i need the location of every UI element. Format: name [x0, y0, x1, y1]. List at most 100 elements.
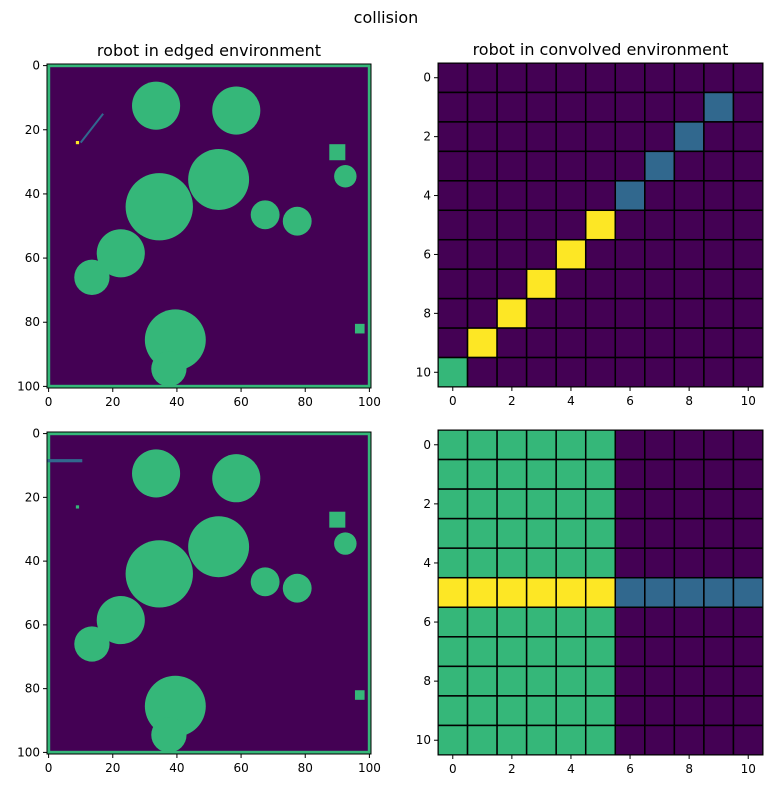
heatmap-cell-r10-c6 — [614, 724, 646, 755]
heatmap-cell-r6-c5 — [584, 606, 617, 638]
heatmap-cell-r0-c8 — [673, 63, 705, 94]
heatmap-cell-r7-c5 — [584, 636, 617, 668]
heatmap-cell-r3-c2 — [496, 150, 528, 182]
heatmap-cell-r2-c1 — [466, 488, 498, 520]
heatmap-cell-r3-c0 — [438, 150, 469, 182]
heatmap-cell-r9-c8 — [673, 327, 705, 359]
heatmap-cell-r5-c8 — [673, 576, 705, 609]
heatmap-cell-r7-c7 — [644, 268, 676, 300]
border-bottom — [47, 384, 371, 388]
heatmap-cell-r2-c5 — [584, 121, 617, 153]
heatmap-cell-r3-c5 — [584, 517, 617, 549]
heatmap-cell-r0-c10 — [732, 63, 763, 94]
heatmap-cell-r9-c0 — [438, 327, 469, 359]
y-tick-label-4: 6 — [423, 615, 431, 629]
heatmap-cell-r7-c2 — [496, 268, 528, 300]
heatmap-cell-r1-c7 — [644, 91, 676, 123]
heatmap-cell-r3-c0 — [438, 517, 469, 549]
heatmap-cell-r1-c10 — [732, 91, 763, 123]
heatmap-cell-r8-c9 — [703, 665, 735, 697]
heatmap-cell-r4-c3 — [525, 547, 557, 579]
heatmap-cell-r2-c6 — [614, 488, 646, 520]
heatmap-cell-r3-c7 — [644, 150, 676, 182]
heatmap-cell-r5-c7 — [644, 209, 676, 241]
x-tick-label-4: 6 — [626, 394, 634, 408]
heatmap-cell-r9-c10 — [732, 695, 763, 727]
heatmap-cell-r0-c5 — [584, 430, 617, 461]
border-right — [367, 64, 371, 388]
heatmap-cell-r9-c3 — [525, 327, 557, 359]
heatmap-cell-r8-c7 — [644, 665, 676, 697]
heatmap-cell-r5-c4 — [555, 576, 587, 609]
subplot-2: 0 2 4 6 8 10 0 2 4 6 8 10 robot in convolved environ… — [416, 40, 764, 408]
x-tick-label-4: 60 — [233, 761, 248, 775]
heatmap-cell-r1-c5 — [584, 458, 617, 490]
heatmap-cell-r4-c1 — [466, 547, 498, 579]
heatmap-cell-r3-c6 — [614, 517, 646, 549]
y-tick-label-6: 10 — [416, 365, 431, 379]
heatmap-cell-r0-c6 — [614, 63, 646, 94]
heatmap-cell-r8-c0 — [438, 665, 469, 697]
heatmap-cell-r5-c3 — [525, 209, 557, 241]
heatmap-cell-r9-c0 — [438, 695, 469, 727]
x-tick-label-1: 0 — [449, 394, 457, 408]
heatmap-cell-r7-c10 — [732, 636, 763, 668]
y-tick-label-2: 2 — [423, 497, 431, 511]
obstacle-circle-9 — [334, 532, 357, 555]
heatmap-cell-r0-c3 — [525, 63, 557, 94]
heatmap-cell-r3-c8 — [673, 517, 705, 549]
obstacle-rect-2 — [354, 323, 365, 334]
heatmap-cell-r6-c0 — [438, 238, 469, 270]
obstacle-circle-6 — [74, 259, 110, 295]
heatmap-cell-r1-c6 — [614, 458, 646, 490]
heatmap-cell-r0-c0 — [438, 430, 469, 461]
heatmap-cell-r2-c5 — [584, 488, 617, 520]
heatmap-cell-r8-c5 — [584, 297, 617, 329]
heatmap-cell-r3-c1 — [466, 517, 498, 549]
heatmap-cell-r4-c7 — [644, 547, 676, 579]
heatmap-cell-r0-c3 — [525, 430, 557, 461]
y-tick-label-6: 100 — [17, 745, 40, 759]
heatmap-cell-r1-c8 — [673, 458, 705, 490]
heatmap-cell-r0-c7 — [644, 430, 676, 461]
heatmap-cell-r5-c2 — [496, 576, 528, 609]
border-top — [47, 432, 371, 436]
heatmap-cell-r1-c2 — [496, 458, 528, 490]
heatmap-cell-r8-c10 — [732, 297, 763, 329]
heatmap-cell-r8-c6 — [614, 665, 646, 697]
heatmap-cell-r9-c2 — [496, 327, 528, 359]
x-tick-label-2: 2 — [508, 762, 516, 776]
heatmap-cell-r6-c6 — [614, 606, 646, 638]
subplot-4: 0 2 4 6 8 10 0 2 4 6 8 10 — [416, 429, 764, 776]
heatmap-cell-r6-c10 — [732, 606, 763, 638]
heatmap-cell-r4-c1 — [466, 180, 498, 212]
subplot-3: 0 20 40 60 80 100 0 20 40 60 80 100 — [17, 427, 381, 775]
heatmap-cell-r6-c7 — [644, 606, 676, 638]
heatmap-cell-r2-c3 — [525, 121, 557, 153]
y-tick-label-6: 10 — [416, 733, 431, 747]
y-tick-label-2: 2 — [423, 130, 431, 144]
subplot-title-2: robot in convolved environment — [473, 40, 729, 59]
x-tick-label-1: 0 — [45, 395, 53, 409]
heatmap-cell-r5-c9 — [703, 576, 735, 609]
obstacle-circle-2 — [212, 86, 261, 135]
heatmap-cell-r2-c4 — [555, 121, 587, 153]
heatmap-cell-r8-c4 — [555, 665, 587, 697]
heatmap-cell-r10-c8 — [673, 724, 705, 755]
robot-point — [75, 505, 80, 509]
heatmap-cell-r0-c2 — [496, 430, 528, 461]
heatmap-cell-r7-c6 — [614, 268, 646, 300]
obstacle-circle-4 — [125, 173, 193, 241]
heatmap-cell-r7-c5 — [584, 268, 617, 300]
heatmap-cell-r7-c1 — [466, 268, 498, 300]
heatmap-cell-r9-c8 — [673, 695, 705, 727]
y-tick-label-4: 6 — [423, 247, 431, 261]
heatmap-cell-r4-c3 — [525, 180, 557, 212]
heatmap-cell-r1-c6 — [614, 91, 646, 123]
heatmap-cell-r6-c2 — [496, 606, 528, 638]
heatmap-cell-r2-c2 — [496, 488, 528, 520]
obstacle-circle-4 — [125, 540, 193, 608]
heatmap-cell-r8-c0 — [438, 297, 469, 329]
heatmap-cell-r6-c3 — [525, 238, 557, 270]
robot-path — [79, 113, 104, 144]
